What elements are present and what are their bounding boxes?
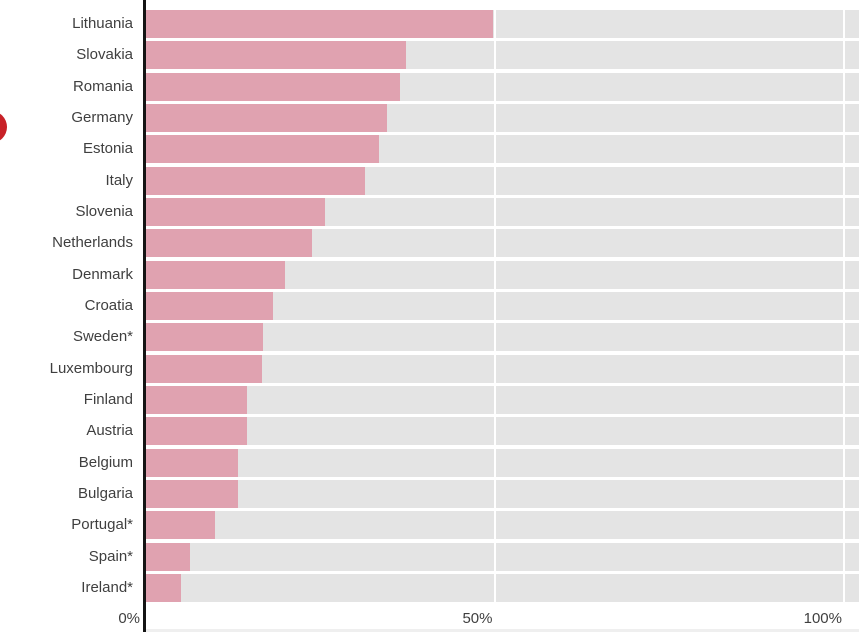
bar xyxy=(146,291,273,320)
y-axis-line xyxy=(143,0,146,632)
bar xyxy=(146,135,379,164)
gridline-100 xyxy=(843,10,845,602)
category-label: Slovenia xyxy=(75,202,133,220)
bar-track xyxy=(146,197,859,226)
bar xyxy=(146,103,388,132)
category-label: Sweden* xyxy=(72,328,133,346)
bar xyxy=(146,573,181,602)
category-label: Slovakia xyxy=(76,46,133,64)
red-dot-decoration xyxy=(0,111,7,143)
bar xyxy=(146,260,286,289)
category-label: Ireland* xyxy=(81,578,133,596)
bar xyxy=(146,448,238,477)
bar-track xyxy=(146,385,859,414)
bar xyxy=(146,166,365,195)
bar xyxy=(146,417,247,446)
category-label: Spain* xyxy=(88,547,133,565)
bar xyxy=(146,479,238,508)
bar xyxy=(146,41,406,70)
category-label: Netherlands xyxy=(52,234,133,252)
category-label: Portugal* xyxy=(71,516,133,534)
bar-track xyxy=(146,511,859,540)
bar-track xyxy=(146,542,859,571)
category-label: Denmark xyxy=(72,265,133,283)
bar-track xyxy=(146,10,859,38)
bar-track xyxy=(146,323,859,352)
category-label: Finland xyxy=(83,390,133,408)
bar-track xyxy=(146,573,859,602)
bar xyxy=(146,385,247,414)
category-label: Lithuania xyxy=(72,15,133,32)
category-label: Croatia xyxy=(84,296,133,314)
bar xyxy=(146,10,493,38)
bar-track xyxy=(146,260,859,289)
bar-track xyxy=(146,479,859,508)
category-label: Romania xyxy=(72,77,133,95)
bar-track xyxy=(146,354,859,383)
category-label: Germany xyxy=(71,108,133,126)
bar xyxy=(146,511,215,540)
bar-track xyxy=(146,103,859,132)
bar-track xyxy=(146,72,859,101)
bar xyxy=(146,72,401,101)
bar-track xyxy=(146,41,859,70)
gridline-50 xyxy=(493,10,496,602)
x-axis-tick-label: 0% xyxy=(118,610,140,627)
category-label: Bulgaria xyxy=(77,484,133,502)
bar xyxy=(146,229,313,258)
category-label: Belgium xyxy=(78,453,133,471)
bar-track xyxy=(146,166,859,195)
x-axis-tick-label: 50% xyxy=(462,610,493,627)
bar xyxy=(146,542,190,571)
category-label: Austria xyxy=(86,422,133,440)
bar-track xyxy=(146,417,859,446)
cropped-bottom-strip xyxy=(146,629,859,632)
x-axis-tick-label: 100% xyxy=(803,610,842,627)
bar-track xyxy=(146,291,859,320)
category-label: Estonia xyxy=(82,140,133,158)
bar-track xyxy=(146,229,859,258)
bar xyxy=(146,197,325,226)
bar-track xyxy=(146,448,859,477)
category-label: Luxembourg xyxy=(49,359,133,377)
bar xyxy=(146,354,262,383)
bar xyxy=(146,323,264,352)
bar-track xyxy=(146,135,859,164)
category-label: Italy xyxy=(105,171,133,189)
